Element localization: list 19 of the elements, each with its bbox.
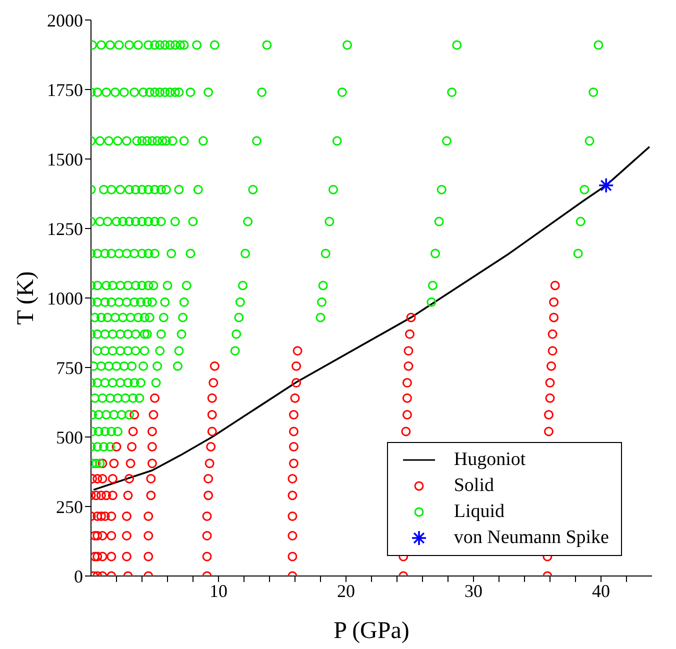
x-tick-label: 40 <box>592 580 610 601</box>
y-tick-label: 2000 <box>47 10 83 30</box>
legend-label: Liquid <box>454 501 505 523</box>
y-tick-label: 1750 <box>47 80 83 100</box>
x-tick-label: 10 <box>210 580 228 601</box>
y-tick-label: 250 <box>56 496 83 517</box>
legend-label: Hugoniot <box>454 449 526 471</box>
x-tick-label: 20 <box>337 580 355 601</box>
x-axis-title: P (GPa) <box>334 618 410 644</box>
y-tick-label: 1500 <box>47 149 83 170</box>
y-tick-label: 500 <box>56 427 83 448</box>
y-tick-label: 1000 <box>47 288 83 308</box>
legend-label: Solid <box>454 475 494 497</box>
y-tick-label: 1250 <box>47 218 83 239</box>
y-tick-label: 750 <box>56 358 83 378</box>
y-tick-label: 0 <box>74 566 83 586</box>
legend-label: von Neumann Spike <box>454 527 609 549</box>
x-tick-label: 30 <box>464 580 482 601</box>
y-axis-title: T (K) <box>13 271 39 325</box>
